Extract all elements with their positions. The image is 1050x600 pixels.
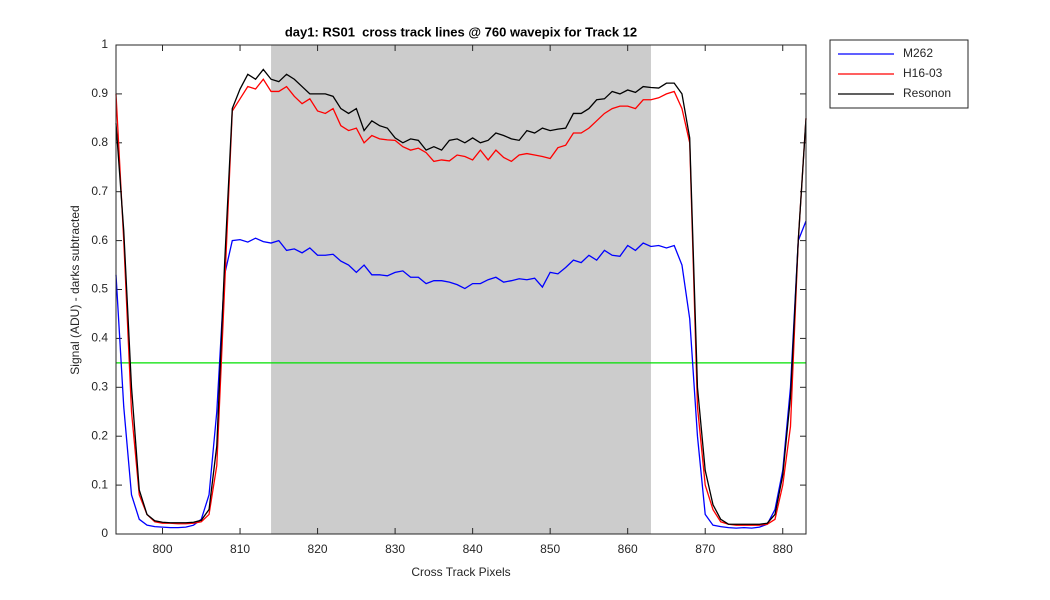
y-tick-label: 0.3 xyxy=(91,379,108,393)
legend-label: H16-03 xyxy=(903,66,943,80)
x-tick-label: 820 xyxy=(308,542,328,556)
x-tick-label: 800 xyxy=(153,542,173,556)
y-tick-label: 0.2 xyxy=(91,428,108,442)
legend-label: M262 xyxy=(903,46,933,60)
x-tick-label: 850 xyxy=(540,542,560,556)
y-tick-label: 0.1 xyxy=(91,477,108,491)
x-axis-label: Cross Track Pixels xyxy=(411,565,510,579)
x-tick-label: 840 xyxy=(463,542,483,556)
data-line xyxy=(115,220,807,529)
y-tick-label: 0 xyxy=(101,526,108,540)
axes-box xyxy=(115,44,807,535)
y-tick-label: 0.4 xyxy=(91,331,108,345)
y-tick-label: 0.8 xyxy=(91,135,108,149)
legend-label: Resonon xyxy=(903,86,951,100)
y-tick-label: 0.7 xyxy=(91,184,108,198)
x-tick-label: 830 xyxy=(385,542,405,556)
chart-title: day1: RS01 cross track lines @ 760 wavep… xyxy=(285,24,637,39)
y-tick-label: 0.5 xyxy=(91,282,108,296)
x-tick-label: 880 xyxy=(773,542,793,556)
x-tick-label: 860 xyxy=(618,542,638,556)
shaded-region xyxy=(271,45,651,534)
y-tick-label: 0.9 xyxy=(91,86,108,100)
y-tick-label: 1 xyxy=(101,37,108,51)
data-line xyxy=(115,68,807,525)
y-axis-label: Signal (ADU) - darks subtracted xyxy=(68,205,82,374)
x-tick-label: 810 xyxy=(230,542,250,556)
x-tick-label: 870 xyxy=(695,542,715,556)
y-tick-label: 0.6 xyxy=(91,233,108,247)
